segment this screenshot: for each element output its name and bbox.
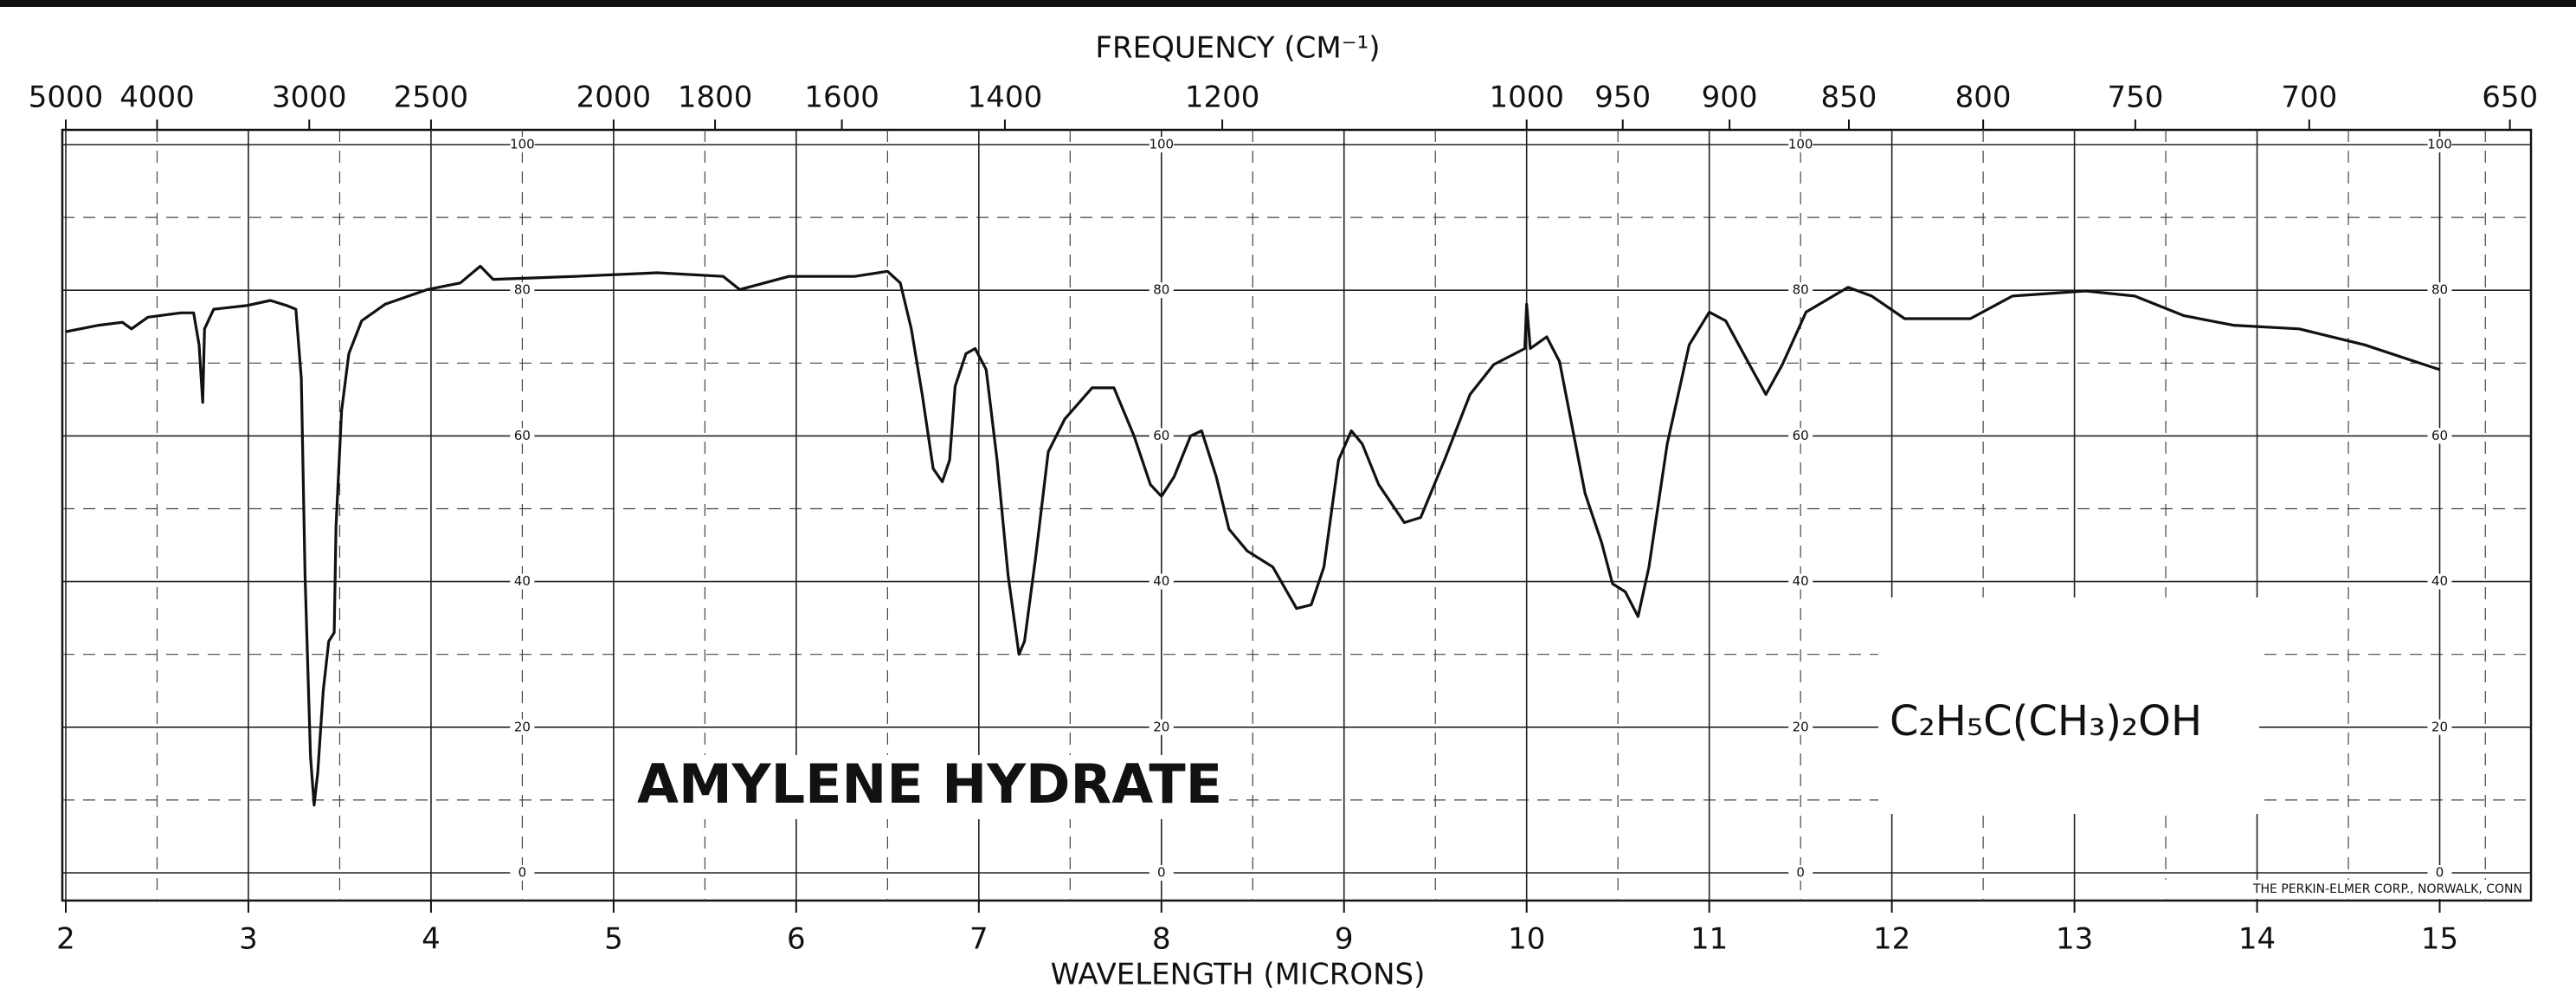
plot-frame bbox=[61, 128, 2533, 902]
label-bg bbox=[1788, 865, 1813, 881]
y-tick-label: 20 bbox=[1793, 719, 1809, 734]
y-tick-label: 20 bbox=[1153, 719, 1169, 734]
x-tick-label: 7 bbox=[969, 922, 989, 957]
y-tick-label: 80 bbox=[1153, 282, 1169, 298]
x-tick-label: 3 bbox=[239, 922, 258, 957]
y-tick-label: 0 bbox=[2436, 865, 2444, 881]
publisher: THE PERKIN-ELMER CORP., NORWALK, CONN bbox=[2252, 882, 2522, 896]
y-tick-label: 0 bbox=[1796, 865, 1805, 881]
label-bg bbox=[1149, 865, 1174, 881]
y-tick-label: 80 bbox=[1793, 282, 1809, 298]
label-bg bbox=[2427, 719, 2452, 735]
y-tick-label: 0 bbox=[518, 865, 527, 881]
annotation-bg bbox=[2164, 880, 2526, 899]
label-bg bbox=[1149, 719, 1174, 735]
x-tick-label: 8 bbox=[1152, 922, 1171, 957]
y-tick-label: 60 bbox=[1793, 428, 1809, 443]
y-tick-label: 100 bbox=[1149, 137, 1174, 152]
frequency-axis-title: FREQUENCY (CM⁻¹) bbox=[1095, 31, 1380, 66]
annotation-bg bbox=[623, 755, 1229, 819]
y-tick-label: 20 bbox=[514, 719, 531, 734]
y-tick-label: 100 bbox=[510, 137, 535, 152]
frequency-tick-label: 5000 bbox=[29, 81, 104, 115]
y-tick-label: 40 bbox=[514, 573, 531, 589]
spectrum-line bbox=[65, 264, 2441, 807]
label-bg bbox=[2427, 573, 2452, 590]
x-tick-label: 15 bbox=[2421, 922, 2458, 957]
y-tick-label: 40 bbox=[2431, 573, 2448, 589]
label-bg bbox=[510, 719, 535, 735]
y-tick-label: 80 bbox=[514, 282, 531, 298]
x-tick-label: 14 bbox=[2238, 922, 2276, 957]
x-tick-label: 2 bbox=[56, 922, 75, 957]
label-bg bbox=[2427, 282, 2452, 299]
frequency-tick-label: 4000 bbox=[119, 81, 195, 115]
label-bg bbox=[510, 573, 535, 590]
x-tick-label: 5 bbox=[604, 922, 623, 957]
frequency-tick-label: 850 bbox=[1821, 81, 1877, 115]
label-bg bbox=[1149, 573, 1174, 590]
frequency-tick-label: 2000 bbox=[576, 81, 652, 115]
frequency-tick-label: 700 bbox=[2281, 81, 2337, 115]
frequency-tick-label: 750 bbox=[2107, 81, 2163, 115]
label-bg bbox=[2427, 428, 2452, 444]
y-tick-label: 80 bbox=[2431, 282, 2448, 298]
label-bg bbox=[1149, 428, 1174, 444]
y-tick-label: 20 bbox=[2431, 719, 2448, 734]
frequency-tick-label: 1400 bbox=[968, 81, 1043, 115]
y-tick-label: 0 bbox=[1157, 865, 1166, 881]
x-tick-label: 12 bbox=[1873, 922, 1910, 957]
frequency-tick-label: 1600 bbox=[804, 81, 879, 115]
label-bg bbox=[2427, 865, 2452, 881]
x-tick-label: 13 bbox=[2056, 922, 2093, 957]
label-bg bbox=[1149, 137, 1174, 152]
x-tick-label: 4 bbox=[422, 922, 441, 957]
label-bg bbox=[1788, 719, 1813, 735]
frequency-tick-label: 1200 bbox=[1185, 81, 1260, 115]
frequency-tick-label: 1000 bbox=[1489, 81, 1564, 115]
label-bg bbox=[1149, 282, 1174, 299]
label-bg bbox=[1788, 137, 1813, 152]
frequency-tick-label: 1800 bbox=[678, 81, 753, 115]
x-tick-label: 10 bbox=[1508, 922, 1545, 957]
frequency-tick-label: 650 bbox=[2482, 81, 2538, 115]
compound-name: AMYLENE HYDRATE bbox=[637, 752, 1222, 816]
x-tick-label: 6 bbox=[787, 922, 806, 957]
frequency-tick-label: 950 bbox=[1594, 81, 1651, 115]
y-tick-label: 60 bbox=[514, 428, 531, 443]
x-tick-label: 9 bbox=[1335, 922, 1354, 957]
formula: C₂H₅C(CH₃)₂OH bbox=[1890, 697, 2202, 746]
x-tick-label: 11 bbox=[1690, 922, 1728, 957]
y-tick-label: 100 bbox=[2427, 137, 2452, 152]
y-tick-label: 60 bbox=[2431, 428, 2448, 443]
frequency-tick-label: 3000 bbox=[272, 81, 347, 115]
label-bg bbox=[2427, 137, 2452, 152]
x-axis-title: WAVELENGTH (MICRONS) bbox=[1051, 958, 1426, 992]
top-border bbox=[0, 0, 2576, 7]
label-bg bbox=[510, 428, 535, 444]
label-bg bbox=[510, 865, 535, 881]
frequency-tick-label: 900 bbox=[1702, 81, 1758, 115]
frequency-tick-label: 800 bbox=[1955, 81, 2012, 115]
label-bg bbox=[510, 282, 535, 299]
label-bg bbox=[1788, 573, 1813, 590]
y-tick-label: 40 bbox=[1153, 573, 1169, 589]
label-bg bbox=[1788, 428, 1813, 444]
y-tick-label: 100 bbox=[1788, 137, 1813, 152]
y-tick-label: 60 bbox=[1153, 428, 1169, 443]
label-bg bbox=[1788, 282, 1813, 299]
y-tick-label: 40 bbox=[1793, 573, 1809, 589]
annotation-bg bbox=[1878, 597, 2259, 814]
frequency-tick-label: 2500 bbox=[394, 81, 469, 115]
label-bg bbox=[510, 137, 535, 152]
